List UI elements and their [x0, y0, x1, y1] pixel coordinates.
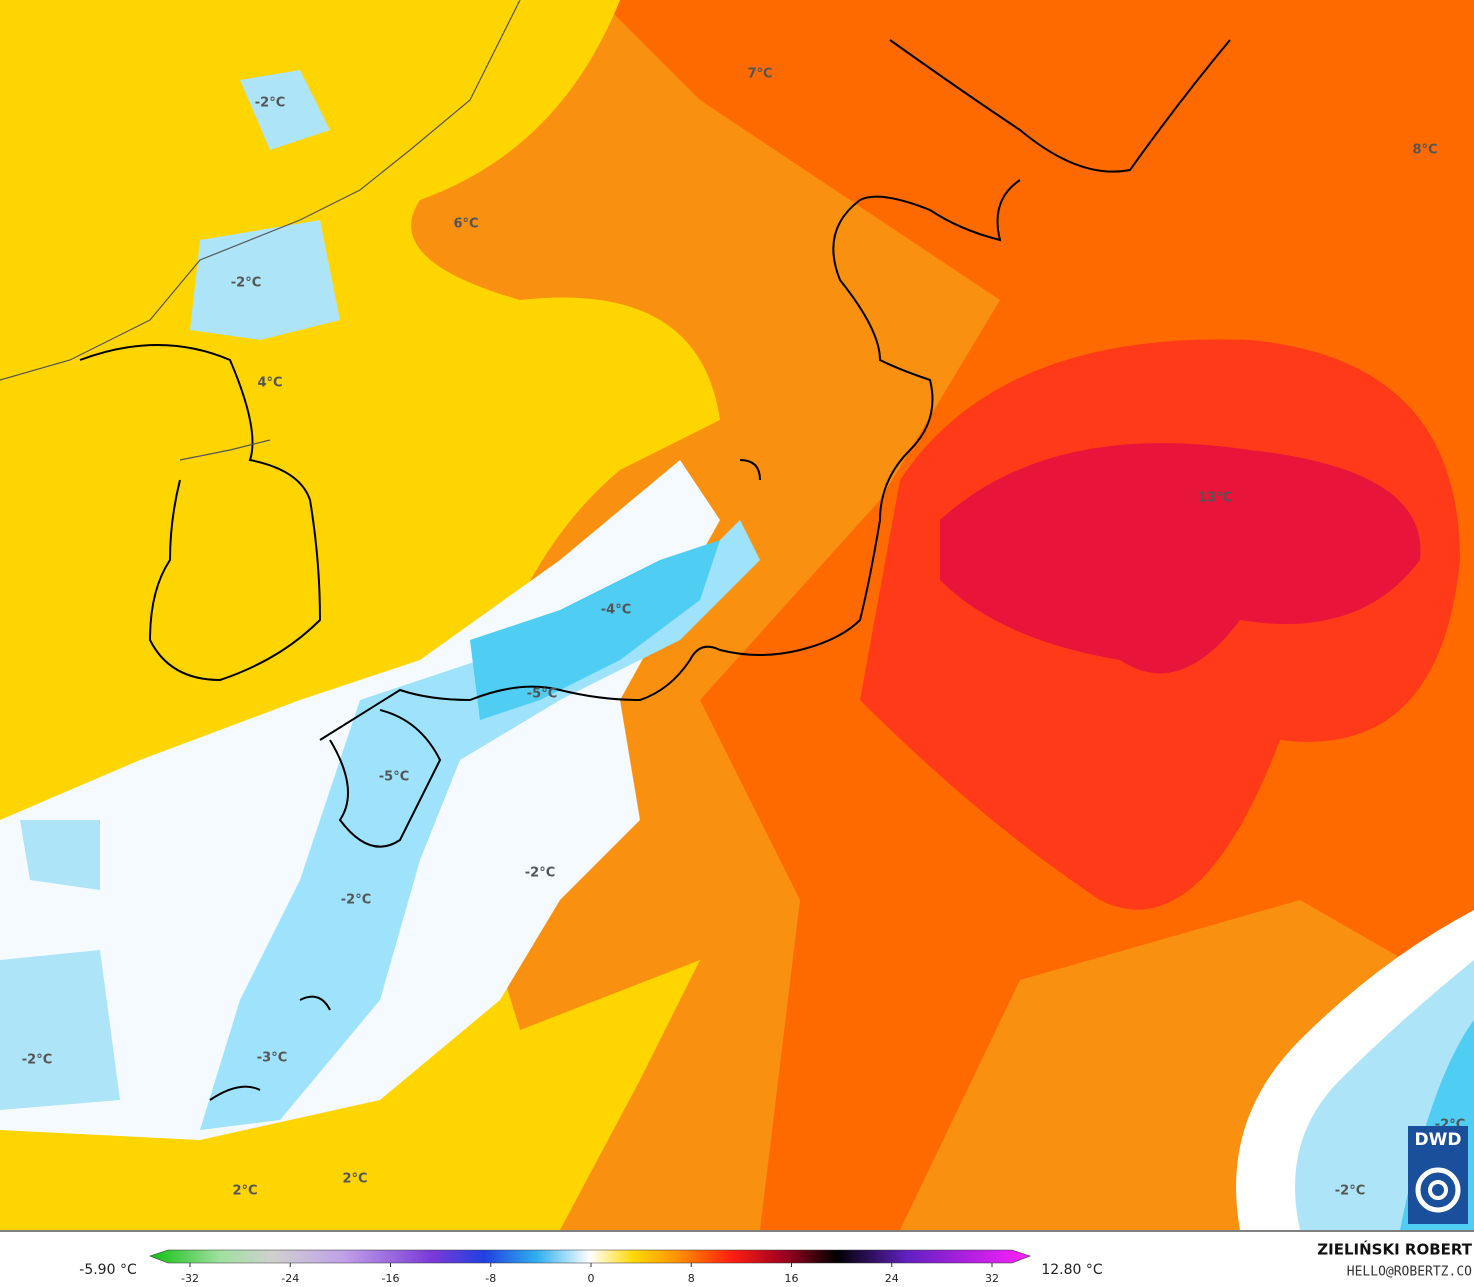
- temp-label: -5°C: [379, 770, 409, 785]
- author: ZIELIŃSKI ROBERT: [1317, 1240, 1472, 1259]
- map-labels: -2°C 7°C 8°C 6°C -2°C 4°C 13°C -4°C -5°C…: [22, 67, 1465, 1199]
- temp-label: -4°C: [601, 603, 631, 618]
- colorbar-tick-label: 0: [588, 1272, 595, 1285]
- colorbar-tick-label: 32: [985, 1272, 999, 1285]
- colorbar-tick-label: -16: [382, 1272, 400, 1285]
- borders: [0, 0, 521, 461]
- colorbar-tick-label: -8: [485, 1272, 496, 1285]
- colorbar-tick-label: 16: [785, 1272, 799, 1285]
- colorbar-tick-label: 24: [885, 1272, 899, 1285]
- temp-label: 13°C: [1198, 491, 1232, 506]
- colorbar-tick-label: -24: [281, 1272, 299, 1285]
- colorbar: -32 -24 -16 -8 0 8 16 24 32: [149, 1249, 1031, 1285]
- logo-text: DWD: [1415, 1130, 1462, 1150]
- coastlines: [79, 39, 1231, 1101]
- temp-label: -3°C: [257, 1051, 287, 1066]
- temp-label: -2°C: [22, 1053, 52, 1068]
- temp-label: -2°C: [525, 866, 555, 881]
- colorbar-tick-label: 8: [688, 1272, 695, 1285]
- logo: DWD: [1408, 1126, 1468, 1224]
- temp-label: -2°C: [231, 276, 261, 291]
- colorbar-tick-label: -32: [181, 1272, 199, 1285]
- temp-label: 2°C: [342, 1172, 367, 1187]
- temp-label: 7°C: [747, 67, 772, 82]
- temp-label: 8°C: [1412, 143, 1437, 158]
- temp-label: 4°C: [257, 376, 282, 391]
- temp-label: -2°C: [255, 96, 285, 111]
- temp-label: 2°C: [232, 1184, 257, 1199]
- temp-label: -2°C: [1335, 1184, 1365, 1199]
- min-label: -5.90 °C: [79, 1262, 137, 1278]
- max-label: 12.80 °C: [1041, 1262, 1103, 1278]
- temp-label: 6°C: [453, 217, 478, 232]
- email: HELLO@ROBERTZ.CO: [1347, 1265, 1472, 1280]
- temp-label: -2°C: [341, 893, 371, 908]
- temp-label: -5°C: [527, 687, 557, 702]
- map-field: [0, 0, 1474, 1230]
